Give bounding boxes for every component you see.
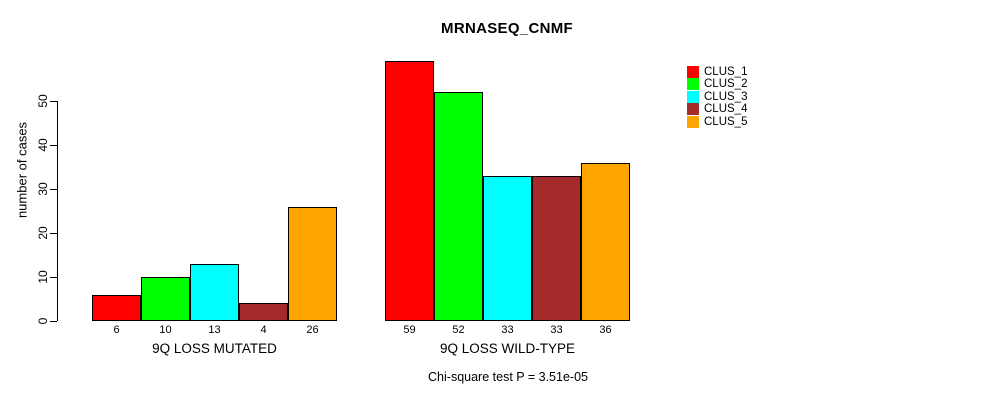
legend-label-clus_2: CLUS_2 (704, 78, 748, 91)
bar-value-label: 26 (306, 324, 319, 336)
y-tick-label: 10 (36, 270, 50, 284)
bar-clus_3-group1 (190, 263, 239, 321)
bar-value-label: 36 (599, 324, 612, 336)
bar-value-label: 6 (113, 324, 120, 336)
y-tick-mark (50, 320, 57, 322)
bar-value-label: 59 (403, 324, 416, 336)
legend-label-clus_5: CLUS_5 (704, 115, 748, 128)
y-tick-mark (50, 144, 57, 146)
bar-value-label: 33 (501, 324, 514, 336)
y-tick-label: 50 (36, 94, 50, 108)
bar-clus_3-group2 (483, 175, 532, 321)
y-tick-mark (50, 188, 57, 190)
bar-clus_5-group2 (581, 162, 630, 321)
bar-value-label: 33 (550, 324, 563, 336)
bar-clus_1-group1 (92, 294, 141, 321)
y-tick-label: 20 (36, 226, 50, 240)
bar-clus_1-group2 (385, 61, 434, 321)
bar-clus_4-group1 (239, 303, 288, 321)
y-tick-label: 0 (36, 317, 50, 325)
bar-clus_5-group1 (288, 206, 337, 321)
legend-swatch-clus_4 (687, 103, 699, 116)
bar-clus_2-group2 (434, 92, 483, 321)
y-axis-line (57, 101, 58, 321)
legend-swatch-clus_5 (687, 115, 699, 128)
legend-swatch-clus_3 (687, 90, 699, 103)
x-axis-category-label: 9Q LOSS MUTATED (152, 341, 277, 356)
chart-title: MRNASEQ_CNMF (441, 20, 573, 37)
bar-clus_4-group2 (532, 175, 581, 321)
bar-value-label: 52 (452, 324, 465, 336)
bar-value-label: 4 (260, 324, 267, 336)
bar-clus_2-group1 (141, 277, 190, 321)
bar-value-label: 13 (208, 324, 221, 336)
y-tick-mark (50, 232, 57, 234)
legend-label-clus_4: CLUS_4 (704, 103, 748, 116)
y-tick-mark (50, 100, 57, 102)
bar-value-label: 10 (159, 324, 172, 336)
y-axis-label: number of cases (14, 121, 30, 219)
y-tick-label: 40 (36, 138, 50, 152)
y-tick-mark (50, 276, 57, 278)
legend-swatch-clus_1 (687, 66, 699, 78)
legend-label-clus_1: CLUS_1 (704, 66, 748, 78)
y-tick-label: 30 (36, 182, 50, 196)
x-axis-category-label: 9Q LOSS WILD-TYPE (439, 341, 576, 356)
legend-label-clus_3: CLUS_3 (704, 90, 748, 103)
chi-square-annotation: Chi-square test P = 3.51e-05 (428, 370, 588, 384)
legend-swatch-clus_2 (687, 78, 699, 91)
